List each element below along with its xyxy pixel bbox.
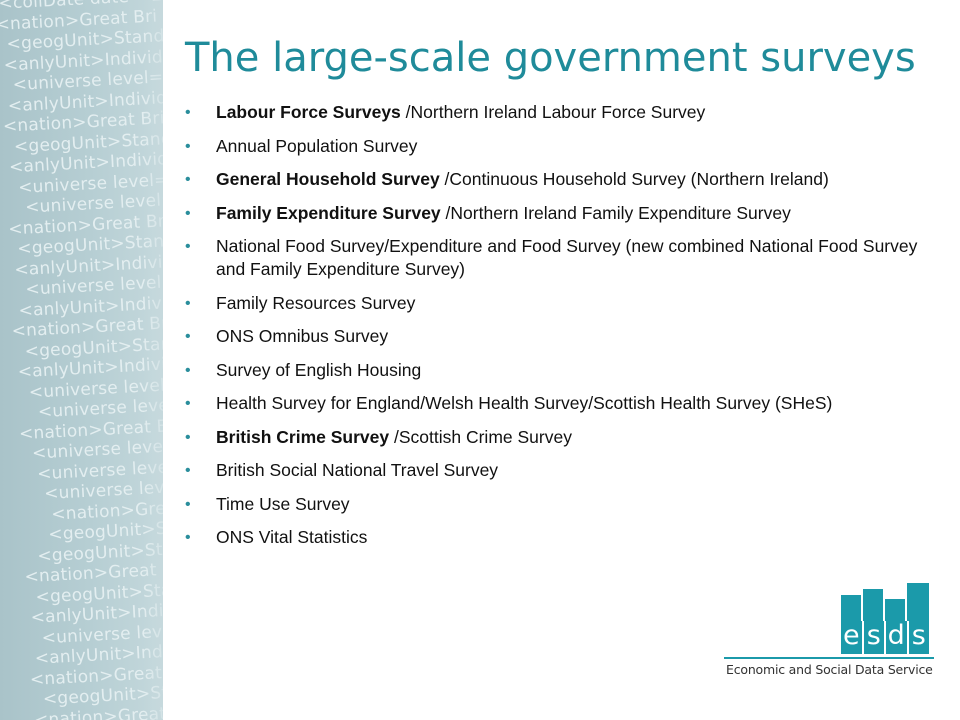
logo-bar [841, 595, 861, 621]
survey-name-text: /Continuous Household Survey (Northern I… [439, 169, 829, 189]
survey-name-text: National Food Survey/Expenditure and Foo… [216, 236, 918, 279]
panel-fade [143, 0, 163, 720]
bullet-icon: • [185, 294, 191, 312]
survey-name-text: Survey of English Housing [216, 359, 422, 380]
bullet-icon: • [185, 204, 191, 222]
bullet-icon: • [185, 137, 191, 155]
bullet-icon: • [185, 395, 191, 412]
survey-list-item: • General Household Survey /Continuous Ho… [185, 168, 925, 191]
survey-name-text: /Northern Ireland Family Expenditure Sur… [440, 202, 791, 223]
survey-bullet-list: • Labour Force Surveys /Northern Ireland … [185, 101, 925, 560]
survey-list-item: • Family Expenditure Survey /Northern Ire… [185, 202, 925, 225]
survey-name-bold: General Household Survey [216, 169, 440, 189]
survey-name-text: ONS Omnibus Survey [216, 326, 389, 346]
survey-list-item: • Family Resources Survey [185, 292, 925, 315]
survey-list-item: • National Food Survey/Expenditure and Fo… [185, 235, 925, 281]
bullet-icon: • [185, 361, 191, 379]
bullet-icon: • [185, 104, 191, 121]
bullet-icon: • [185, 171, 191, 188]
logo-letter: s [908, 621, 929, 654]
survey-list-item: • Labour Force Surveys /Northern Ireland … [185, 101, 925, 124]
survey-name-bold: Family Expenditure Survey [216, 202, 441, 223]
bullet-icon: • [185, 428, 191, 446]
bullet-icon: • [185, 328, 191, 345]
survey-list-item: • British Social National Travel Survey [185, 459, 925, 482]
bullet-icon: • [185, 462, 191, 479]
survey-name-text: Time Use Survey [216, 493, 350, 514]
survey-list-item: • British Crime Survey /Scottish Crime Su… [185, 426, 925, 449]
logo-letter: e [841, 621, 862, 654]
bullet-icon: • [185, 495, 191, 513]
survey-list-item: • ONS Omnibus Survey [185, 325, 925, 348]
logo-bar [907, 583, 929, 621]
survey-name-text: Family Resources Survey [216, 292, 416, 313]
survey-name-text: Health Survey for England/Welsh Health S… [216, 393, 833, 413]
slide-title: The large-scale government surveys [185, 35, 916, 81]
survey-name-text: Annual Population Survey [216, 135, 418, 156]
bullet-icon: • [185, 238, 191, 255]
survey-list-item: • Annual Population Survey [185, 135, 925, 158]
logo-tagline: Economic and Social Data Service [726, 662, 933, 677]
survey-list-item: • Survey of English Housing [185, 359, 925, 382]
logo-bar-chart-graphic [841, 583, 929, 655]
survey-name-text: ONS Vital Statistics [216, 527, 368, 547]
decorative-xml-panel: <collDate date="20<nation>Great Bri<geog… [0, 0, 163, 720]
survey-list-item: • Time Use Survey [185, 493, 925, 516]
logo-divider [724, 657, 934, 659]
survey-list-item: • ONS Vital Statistics [185, 526, 925, 549]
logo-letter: d [886, 621, 907, 654]
survey-name-bold: Labour Force Surveys [216, 102, 401, 122]
survey-name-text: /Scottish Crime Survey [389, 426, 572, 447]
survey-name-bold: British Crime Survey [216, 426, 390, 447]
survey-name-text: British Social National Travel Survey [216, 460, 499, 480]
logo-letter: s [863, 621, 884, 654]
logo-bar [863, 589, 883, 621]
xml-text-pattern: <collDate date="20<nation>Great Bri<geog… [0, 0, 163, 720]
survey-list-item: • Health Survey for England/Welsh Health … [185, 392, 925, 415]
bullet-icon: • [185, 529, 191, 546]
logo-bar [885, 599, 905, 621]
survey-name-text: /Northern Ireland Labour Force Survey [400, 102, 706, 122]
